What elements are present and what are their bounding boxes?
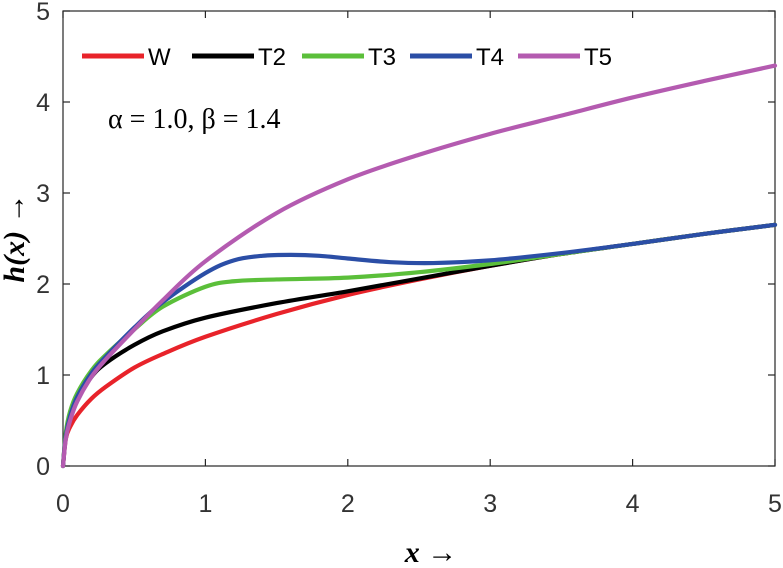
y-tick-label: 0 — [36, 453, 50, 481]
legend-label-t4: T4 — [476, 44, 504, 71]
x-tick-label: 0 — [56, 490, 70, 518]
legend-label-t5: T5 — [584, 44, 612, 71]
y-tick-label: 1 — [36, 362, 50, 390]
series-lines — [60, 63, 778, 469]
x-tick-label: 3 — [483, 490, 497, 518]
tick-labels: 0 1 2 3 4 5 0 1 2 3 4 5 — [36, 0, 782, 518]
y-tick-label: 4 — [36, 89, 50, 117]
series-line-t5 — [60, 63, 778, 469]
x-tick-label: 5 — [768, 490, 782, 518]
x-axis-label: x → — [404, 536, 458, 568]
y-tick-label: 5 — [36, 0, 50, 26]
y-tick-label: 3 — [36, 180, 50, 208]
legend-label-t2: T2 — [258, 44, 286, 71]
legend-label-w: W — [148, 44, 171, 71]
series-line-t4 — [60, 222, 778, 469]
annotation-text: α = 1.0, β = 1.4 — [108, 104, 281, 135]
x-tick-label: 1 — [198, 490, 212, 518]
plot-frame — [62, 10, 776, 467]
x-tick-label: 4 — [626, 490, 640, 518]
x-tick-label: 2 — [341, 490, 355, 518]
y-axis-label: h(x) → — [0, 193, 31, 282]
legend-label-t3: T3 — [368, 44, 396, 71]
legend: W T2 T3 T4 T5 — [82, 44, 612, 71]
y-tick-label: 2 — [36, 271, 50, 299]
